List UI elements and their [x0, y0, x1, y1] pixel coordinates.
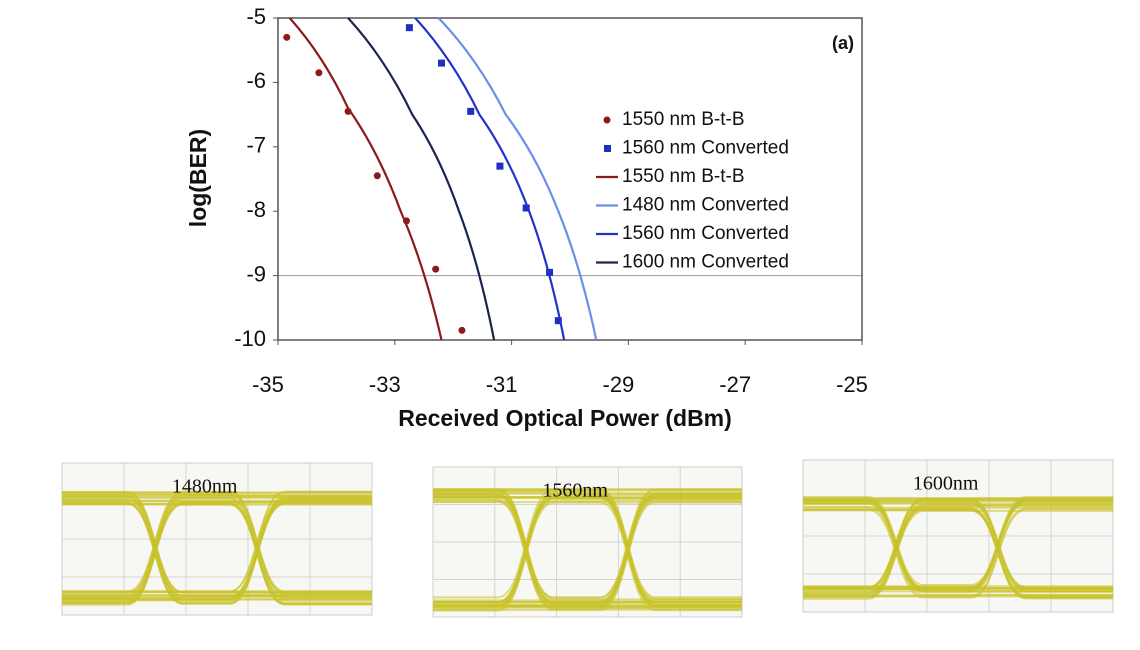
y-tick-label: -5	[246, 4, 266, 29]
x-tick-label: -29	[603, 372, 635, 397]
marker	[374, 172, 381, 179]
legend-label: 1600 nm Converted	[622, 252, 789, 273]
x-tick-label: -27	[719, 372, 751, 397]
marker	[406, 24, 413, 31]
y-tick-label: -10	[234, 326, 266, 351]
eye-label: 1480nm	[172, 476, 238, 498]
series-line	[415, 18, 564, 340]
page: {"chart_data":{"type":"line","annotation…	[0, 0, 1140, 645]
legend-label: 1550 nm B-t-B	[622, 109, 745, 130]
marker	[432, 266, 439, 273]
eye-diagram: 1600nm	[803, 460, 1113, 612]
marker	[496, 163, 503, 170]
plot-frame	[278, 18, 862, 340]
marker	[458, 327, 465, 334]
eye-diagram: 1560nm	[433, 467, 742, 617]
eye-label: 1600nm	[913, 473, 979, 495]
annotation: (a)	[832, 33, 854, 53]
eye-label: 1560nm	[542, 480, 608, 502]
legend-label: 1550 nm B-t-B	[622, 166, 745, 187]
figure: (a) Received Optical Power (dBm) log(BER…	[0, 0, 1140, 645]
legend-swatch	[604, 117, 611, 124]
legend-swatch	[604, 145, 611, 152]
x-axis-label: Received Optical Power (dBm)	[398, 405, 732, 431]
eye-diagram: 1480nm	[62, 463, 372, 615]
series-line	[348, 18, 494, 340]
y-tick-label: -8	[246, 197, 266, 222]
x-tick-label: -33	[369, 372, 401, 397]
y-axis-label: log(BER)	[185, 129, 211, 227]
y-tick-label: -9	[246, 261, 266, 286]
series-line	[290, 18, 442, 340]
series-line	[439, 18, 597, 340]
y-tick-label: -7	[246, 133, 266, 158]
marker	[315, 69, 322, 76]
x-tick-label: -31	[486, 372, 518, 397]
x-tick-label: -35	[252, 372, 284, 397]
marker	[438, 60, 445, 67]
marker	[283, 34, 290, 41]
legend-label: 1560 nm Converted	[622, 223, 789, 244]
x-tick-label: -25	[836, 372, 868, 397]
legend-label: 1480 nm Converted	[622, 195, 789, 216]
legend-label: 1560 nm Converted	[622, 138, 789, 159]
marker	[467, 108, 474, 115]
y-tick-label: -6	[246, 68, 266, 93]
